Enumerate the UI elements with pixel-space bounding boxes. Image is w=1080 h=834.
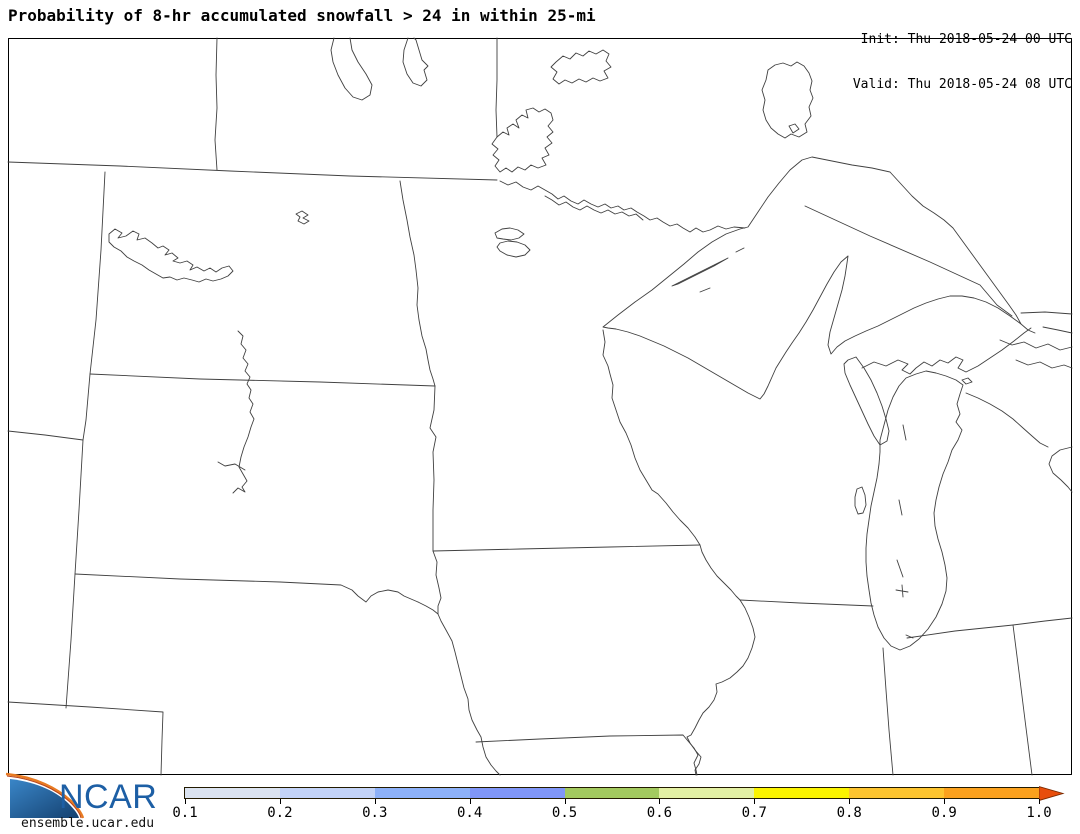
lake-sakakawea [108, 228, 234, 283]
red-river-border [399, 180, 436, 387]
lake-winnipegosis [330, 37, 373, 101]
lake-nipigon [761, 61, 814, 139]
lake-michigan-dashes [895, 424, 914, 639]
run-info: Init: Thu 2018-05-24 00 UTC Valid: Thu 2… [853, 2, 1072, 122]
page-title: Probability of 8-hr accumulated snowfall… [8, 6, 596, 25]
lake-superior [602, 156, 1022, 400]
minnesota-southdakota-border [429, 385, 437, 552]
lake-winnebago [854, 486, 867, 515]
isle-royale [671, 257, 729, 287]
green-bay [843, 356, 890, 446]
montana-wyoming-border [7, 430, 84, 441]
northdakota-southdakota-border [89, 373, 436, 387]
devils-lake [295, 210, 310, 225]
ncar-swoosh-red-arc [6, 775, 82, 819]
minnesota-iowa-border [432, 544, 701, 552]
ncar-wordmark: NCAR [59, 778, 158, 816]
missouri-river-border [417, 601, 501, 776]
upper-peninsula-south-shore [861, 327, 1032, 375]
map-frame [8, 38, 1072, 775]
lower-peninsula-north-coast [965, 392, 1049, 448]
north-channel-shore [999, 339, 1073, 369]
border-lakes-chain-south [544, 195, 644, 221]
canada-us-border [7, 161, 498, 181]
ontario-lakes [550, 49, 612, 85]
lake-michigan [865, 370, 964, 651]
red-lakes-upper [494, 227, 525, 241]
michigan-indiana-ohio-border [906, 617, 1073, 639]
lake-oahe-branch [217, 461, 246, 471]
site-url: ensemble.ucar.edu [21, 816, 155, 831]
border-lakes-chain [499, 180, 746, 233]
wisconsin-illinois-border [739, 599, 874, 607]
mississippi-river [602, 329, 756, 776]
southdakota-nebraska-border [74, 573, 419, 603]
indiana-ohio-border [1012, 624, 1033, 776]
straits-island [961, 377, 973, 385]
bigsioux-river-border [432, 550, 442, 615]
map-linework [7, 37, 1073, 776]
superior-depth-dash [699, 247, 745, 293]
superior-border-diagonal [804, 205, 1013, 317]
illinois-indiana-border [882, 647, 894, 776]
saginaw-bay [1048, 446, 1073, 493]
montana-wyoming-east-border [65, 171, 106, 709]
wyoming-colorado-border [7, 701, 164, 776]
ncar-logo [5, 772, 85, 819]
ncar-swoosh-orange-arc [5, 772, 85, 819]
lake-nipigon-island [788, 123, 800, 134]
lake-manitoba [402, 37, 429, 87]
iowa-missouri-border [475, 734, 699, 776]
saskatchewan-manitoba-border [214, 37, 218, 171]
manitoba-ontario-border [495, 37, 498, 138]
lake-of-the-woods [491, 107, 554, 173]
init-time: Init: Thu 2018-05-24 00 UTC [860, 32, 1072, 47]
lake-oahe [232, 330, 255, 494]
red-lakes-lower [496, 240, 531, 258]
valid-time: Valid: Thu 2018-05-24 08 UTC [852, 77, 1072, 92]
ncar-swoosh-blue [10, 779, 79, 818]
